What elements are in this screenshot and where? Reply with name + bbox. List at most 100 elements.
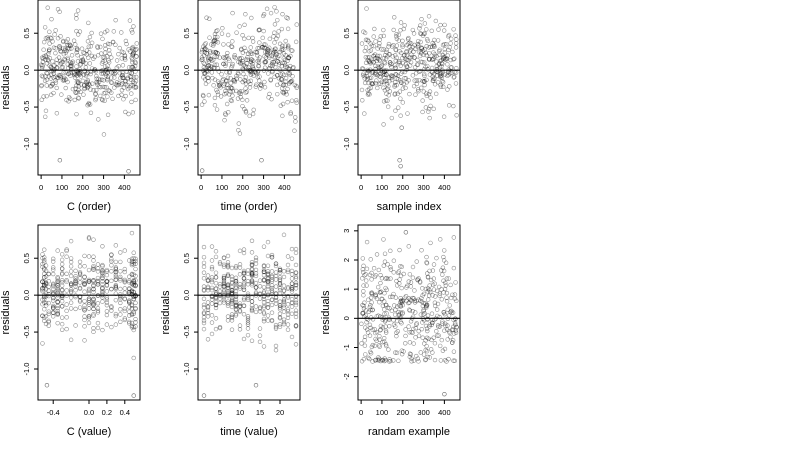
data-point (60, 78, 66, 83)
data-point (213, 280, 219, 286)
data-point (257, 27, 262, 32)
data-point (444, 295, 449, 300)
data-point (100, 264, 105, 269)
data-point (131, 280, 136, 286)
data-point (384, 49, 389, 55)
data-point (427, 89, 433, 94)
data-point (229, 274, 235, 279)
data-point (421, 31, 427, 37)
data-point (290, 74, 295, 79)
data-point (127, 18, 133, 23)
data-point (272, 5, 277, 10)
data-point (373, 358, 378, 363)
data-point (277, 316, 283, 321)
data-point (421, 312, 426, 317)
data-point (362, 338, 367, 343)
data-point (366, 91, 371, 96)
data-point (213, 302, 219, 307)
data-point (279, 63, 285, 69)
data-point (261, 269, 267, 275)
data-point (80, 59, 85, 65)
data-point (236, 90, 242, 96)
data-point (89, 53, 95, 59)
data-point (131, 279, 136, 284)
data-point (127, 300, 132, 305)
data-point (415, 277, 420, 282)
data-point (237, 131, 243, 136)
data-point (55, 279, 60, 285)
data-point (215, 92, 221, 97)
data-point (257, 306, 263, 311)
data-point (51, 259, 56, 264)
data-point (267, 45, 272, 51)
data-point (372, 274, 378, 280)
data-point (366, 297, 371, 302)
data-point (250, 64, 255, 69)
data-point (427, 57, 432, 62)
data-point (86, 101, 91, 107)
data-point (247, 85, 253, 90)
data-point (269, 254, 275, 260)
data-point (431, 335, 436, 340)
data-point (367, 322, 373, 328)
data-point (293, 39, 299, 45)
data-point (44, 77, 50, 82)
data-point (215, 34, 220, 40)
data-point (285, 315, 291, 320)
data-point (444, 276, 450, 281)
data-point (369, 277, 374, 282)
data-point (261, 267, 267, 272)
data-point (285, 45, 291, 51)
data-point (383, 276, 388, 281)
data-point (452, 320, 458, 326)
data-point (64, 302, 69, 307)
data-point (134, 54, 139, 59)
data-point (441, 310, 447, 315)
data-point (98, 84, 103, 90)
outlier-point (442, 391, 447, 397)
data-point (91, 267, 96, 272)
data-point (217, 83, 222, 89)
data-point (394, 43, 400, 48)
x-tick-label: 0 (39, 183, 43, 192)
data-point (217, 300, 223, 306)
data-point (91, 279, 96, 284)
data-point (384, 343, 389, 349)
data-point (73, 83, 79, 88)
data-point (62, 57, 67, 62)
x-axis-label: sample index (377, 201, 442, 213)
data-point (205, 278, 211, 283)
data-point (361, 29, 366, 34)
data-point (229, 312, 235, 317)
data-point (419, 45, 424, 50)
data-point (63, 85, 68, 91)
data-point (247, 68, 252, 73)
data-point (412, 55, 417, 60)
y-tick-label: 0.5 (182, 253, 191, 263)
data-point (399, 348, 405, 353)
data-point (392, 91, 398, 96)
data-point (263, 55, 269, 60)
data-point (257, 278, 263, 283)
data-point (277, 286, 283, 291)
data-point (393, 295, 399, 300)
data-point (241, 271, 247, 276)
data-point (78, 58, 84, 64)
data-point (249, 267, 255, 272)
data-point (87, 50, 92, 55)
data-point (257, 326, 263, 331)
data-point (293, 342, 299, 347)
data-point (382, 307, 387, 312)
data-point (93, 92, 98, 97)
data-point (229, 44, 235, 50)
data-point (291, 65, 296, 70)
data-point (113, 269, 119, 274)
data-point (86, 55, 91, 60)
data-point (91, 287, 96, 292)
data-point (293, 246, 299, 252)
data-point (122, 316, 127, 321)
data-point (427, 268, 432, 274)
data-point (277, 60, 282, 65)
data-point (392, 303, 397, 308)
data-point (410, 330, 415, 335)
